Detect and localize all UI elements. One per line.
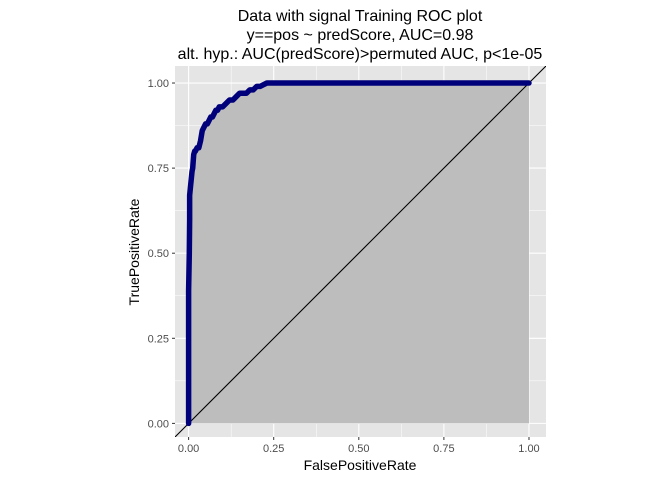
x-tick-label: 0.75 <box>433 443 454 455</box>
y-axis-title: TruePositiveRate <box>126 198 142 305</box>
chart-title-line-3: alt. hyp.: AUC(predScore)>permuted AUC, … <box>178 46 543 63</box>
y-tick-label: 0.50 <box>148 248 169 260</box>
y-axis: 0.00 0.25 0.50 0.75 1.00 <box>148 78 175 430</box>
x-tick-label: 0.25 <box>263 443 284 455</box>
y-tick-label: 0.25 <box>148 333 169 345</box>
x-axis-title: FalsePositiveRate <box>304 457 417 473</box>
x-tick-label: 1.00 <box>518 443 539 455</box>
y-tick-label: 0.00 <box>148 418 169 430</box>
chart-title-line-2: y==pos ~ predScore, AUC=0.98 <box>247 27 474 44</box>
chart-title-line-1: Data with signal Training ROC plot <box>238 8 483 25</box>
roc-curve <box>185 80 532 427</box>
diagonal-baseline <box>175 66 546 437</box>
x-axis: 0.00 0.25 0.50 0.75 1.00 <box>178 437 540 455</box>
x-tick-label: 0.00 <box>178 443 199 455</box>
y-tick-label: 1.00 <box>148 78 169 90</box>
y-tick-label: 0.75 <box>148 163 169 175</box>
x-tick-label: 0.50 <box>348 443 369 455</box>
